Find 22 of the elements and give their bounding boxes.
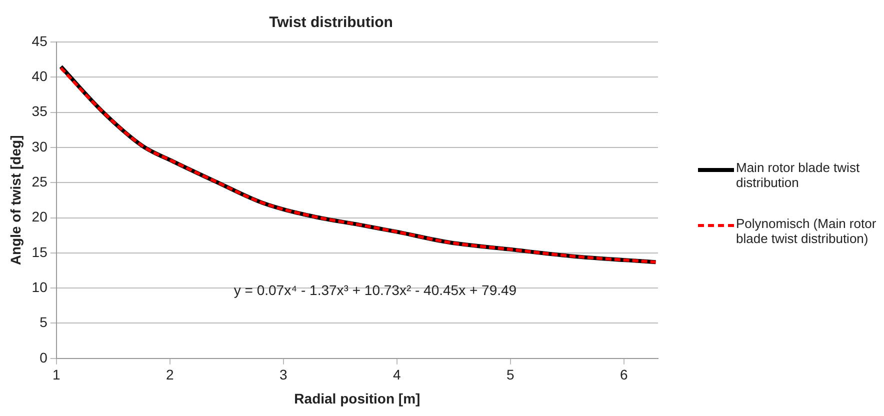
x-tick-label: 6 [620, 366, 628, 383]
y-tick-label: 15 [32, 244, 48, 260]
x-tick-label: 2 [166, 366, 174, 383]
x-tick-label: 4 [393, 366, 402, 383]
chart-title: Twist distribution [269, 14, 393, 32]
y-tick-label: 45 [32, 32, 48, 49]
y-axis-title: Angle of twist [deg] [7, 135, 24, 266]
x-tick-label: 3 [280, 366, 288, 383]
y-tick-label: 30 [32, 138, 48, 154]
legend-label: Main rotor blade twist distribution [736, 160, 861, 190]
legend-label: Polynomisch (Main rotor blade twist distribution) [736, 216, 878, 246]
y-tick-label: 5 [40, 314, 48, 330]
y-tick-label: 25 [32, 173, 48, 190]
y-tick-label: 10 [32, 278, 48, 295]
x-axis-title: Radial position [m] [294, 390, 420, 406]
annotation: y = 0.07x⁴ - 1.37x³ + 10.73x² - 40.45x + 79.49 [234, 282, 517, 298]
x-tick-label: 5 [506, 366, 515, 383]
y-tick-label: 40 [32, 68, 48, 84]
y-tick-label: 20 [32, 208, 48, 225]
y-tick-label: 0 [40, 349, 48, 366]
y-tick-label: 35 [32, 103, 48, 120]
x-tick-label: 1 [52, 366, 60, 383]
